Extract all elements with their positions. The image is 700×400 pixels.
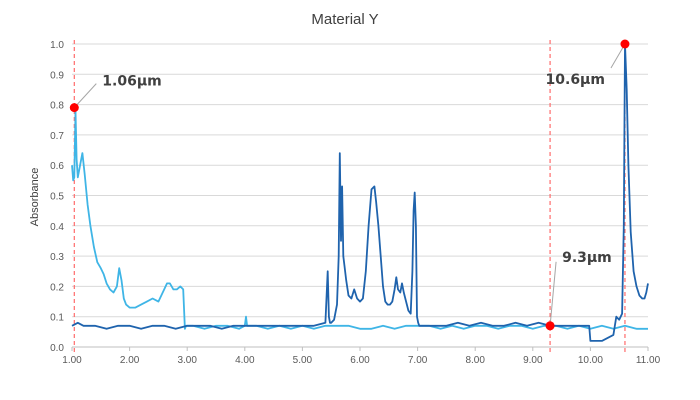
x-tick-label: 4.00	[235, 355, 255, 366]
y-tick-label: 0.2	[50, 282, 64, 293]
y-tick-label: 0.8	[50, 101, 64, 112]
annotation-leader	[73, 83, 97, 108]
annotation-marker	[620, 39, 630, 49]
x-tick-labels: 1.00 2.00 3.00 4.00 5.00 6.00 7.00 8.00 9.00 10.0…	[62, 347, 661, 366]
y-tick-label: 0.6	[50, 161, 64, 172]
annotation-label: 1.06μm	[102, 74, 161, 90]
x-tick-label: 5.00	[293, 355, 313, 366]
y-axis-label: Absorbance	[29, 168, 41, 227]
y-tick-label: 1.0	[50, 40, 64, 51]
x-tick-label: 3.00	[177, 355, 197, 366]
series-line-1	[71, 109, 648, 330]
series-line-2	[71, 43, 649, 342]
y-tick-label: 0.4	[50, 222, 64, 233]
annotation-marker	[69, 103, 79, 113]
y-tick-label: 0.7	[50, 131, 64, 142]
annotation-label: 9.3μm	[562, 250, 612, 266]
x-tick-label: 6.00	[350, 355, 370, 366]
y-tick-label: 0.1	[50, 313, 64, 324]
y-tick-label: 0.0	[50, 343, 64, 354]
x-tick-label: 8.00	[465, 355, 485, 366]
annotations: 1.06μm 10.6μm 9.3μm	[69, 39, 630, 331]
y-tick-label: 0.5	[50, 192, 64, 203]
gridlines	[72, 43, 648, 348]
annotation-leader	[610, 43, 626, 69]
annotation-marker	[545, 321, 555, 331]
x-tick-label: 1.00	[62, 355, 82, 366]
x-tick-label: 9.00	[523, 355, 543, 366]
y-tick-label: 0.9	[50, 70, 64, 81]
x-tick-label: 7.00	[408, 355, 428, 366]
annotation-leader	[549, 261, 557, 326]
y-tick-label: 0.3	[50, 252, 64, 263]
y-tick-labels: 0.0 0.1 0.2 0.3 0.4 0.5 0.6 0.7 0.8 0.9 1.0	[50, 40, 64, 354]
chart-title: Material Y	[311, 11, 378, 28]
x-tick-label: 11.00	[636, 355, 661, 366]
annotation-label: 10.6μm	[546, 72, 605, 88]
x-tick-label: 2.00	[120, 355, 140, 366]
x-tick-label: 10.00	[578, 355, 603, 366]
series-group	[71, 43, 649, 342]
